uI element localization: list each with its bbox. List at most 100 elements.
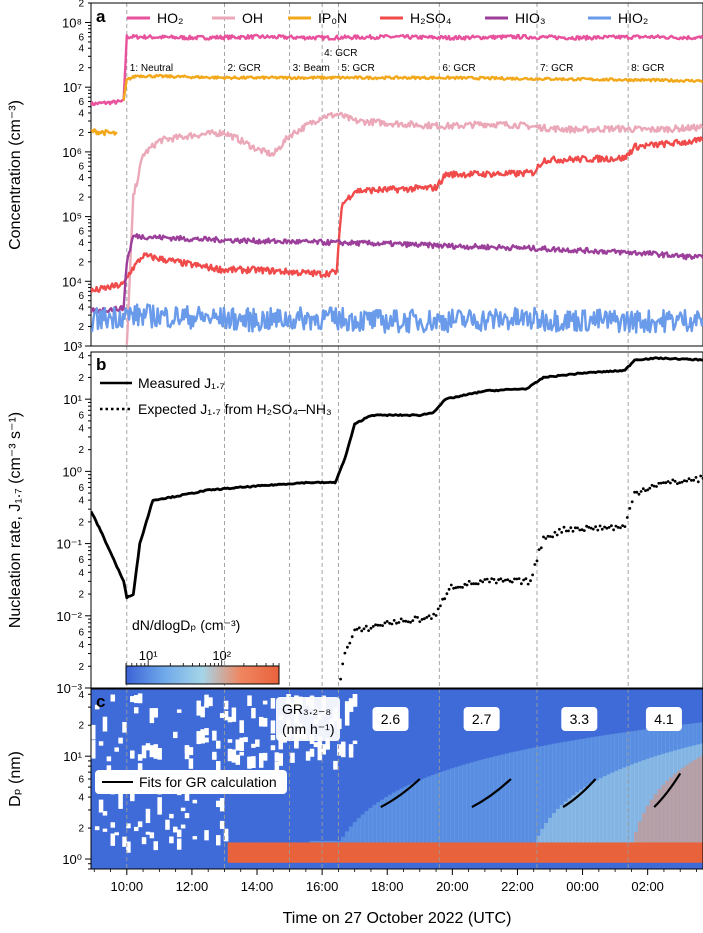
heatmap-red-band (477, 842, 483, 863)
heatmap-band (540, 745, 545, 843)
heatmap-gap (184, 813, 190, 819)
expected-point-56 (465, 583, 469, 587)
heatmap-band (430, 774, 436, 843)
panel-a-legend: HO₂ OH IP₀N H₂SO₄ HIO₃ HIO₂ (127, 10, 648, 26)
heatmap-band (551, 743, 557, 843)
heatmap-gap (102, 811, 108, 816)
panel-c-fits (380, 772, 682, 809)
panel-label-c: c (96, 692, 105, 711)
heatmap-red-band (282, 842, 287, 863)
heatmap-red-band (544, 842, 549, 863)
heatmap-red-band (313, 842, 319, 863)
heatmap-red-band (348, 842, 354, 863)
heatmap-red-band (270, 842, 276, 863)
heatmap-gap (348, 744, 354, 751)
colorbar-tick-label: 10² (212, 648, 231, 663)
expected-point-9 (357, 626, 361, 630)
expected-point-110 (587, 525, 591, 529)
heatmap-band-light (630, 764, 635, 843)
heatmap-band (368, 807, 373, 843)
expected-point-81 (522, 578, 525, 582)
expected-point-90 (542, 535, 545, 539)
heatmap-band (458, 765, 463, 843)
heatmap-band-light (563, 801, 569, 843)
heatmap-red-band (387, 842, 393, 863)
y-minor-label: 6 (78, 411, 84, 422)
heatmap-red-band (337, 842, 342, 863)
heatmap-band (567, 740, 573, 843)
expected-point-39 (427, 614, 431, 618)
heatmap-band (337, 840, 342, 843)
heatmap-gap (173, 826, 178, 833)
stage-label-5: 5: GCR (341, 63, 374, 74)
heatmap-red-band (505, 842, 510, 863)
heatmap-gap (153, 744, 159, 759)
heatmap-red-band (630, 842, 635, 863)
heatmap-red-band (501, 842, 506, 863)
heatmap-band-warm (669, 777, 674, 843)
y-minor-label: 2 (78, 590, 84, 601)
expected-point-83 (526, 582, 530, 586)
expected-point-74 (506, 578, 510, 581)
heatmap-gap (258, 716, 264, 727)
y-minor-label: 6 (78, 162, 84, 173)
expected-point-57 (467, 579, 471, 583)
expected-point-58 (470, 582, 473, 586)
panel-a-series (91, 33, 703, 345)
heatmap-gap (106, 756, 112, 762)
heatmap-gap (94, 704, 100, 710)
heatmap-red-band (383, 842, 389, 863)
heatmap-gap (130, 755, 135, 759)
heatmap-band (372, 804, 377, 843)
heatmap-band-light (657, 754, 662, 843)
y-minor-label: 2 (78, 517, 84, 528)
expected-point-18 (378, 623, 382, 627)
heatmap-red-band (450, 842, 455, 863)
expected-point-124 (619, 526, 622, 530)
heatmap-gap (204, 737, 209, 743)
y-tick-label: 10⁰ (62, 464, 82, 479)
heatmap-gap (352, 740, 358, 745)
heatmap-band-warm (665, 780, 670, 843)
heatmap-red-band (360, 842, 366, 863)
heatmap-gap (91, 724, 96, 740)
heatmap-gap (227, 748, 233, 762)
expected-point-145 (666, 480, 670, 483)
expected-point-129 (630, 500, 634, 504)
heatmap-red-band (251, 842, 256, 863)
y-minor-label: 2 (78, 721, 84, 732)
heatmap-red-band (368, 842, 373, 863)
stage-label-4: 4: GCR (324, 48, 357, 59)
expected-point-63 (481, 580, 485, 584)
heatmap-gap (126, 823, 131, 829)
heatmap-red-band (606, 842, 612, 863)
heatmap-band-warm (633, 832, 639, 843)
heatmap-band-warm (673, 773, 678, 843)
expected-point-142 (659, 481, 663, 485)
expected-point-76 (510, 580, 514, 584)
expected-point-70 (497, 578, 500, 582)
heatmap-band (575, 739, 580, 843)
series-line-0 (91, 33, 703, 107)
expected-point-12 (364, 624, 368, 628)
heatmap-band (528, 748, 534, 843)
heatmap-red-band (688, 842, 694, 863)
heatmap-gap (130, 790, 135, 802)
heatmap-gap (278, 742, 284, 750)
heatmap-gap (149, 708, 155, 724)
heatmap-gap (262, 700, 268, 705)
y-minor-label: 4 (78, 238, 84, 249)
heatmap-red-band (407, 842, 412, 863)
heatmap-red-band (520, 842, 526, 863)
heatmap-gap (122, 721, 127, 733)
heatmap-gap (137, 754, 143, 761)
expected-point-103 (571, 529, 575, 533)
heatmap-band (555, 743, 561, 843)
heatmap-gap (173, 731, 178, 739)
heatmap-band (309, 840, 315, 843)
expected-point-2 (341, 662, 345, 666)
heatmap-red-band (684, 842, 690, 863)
expected-point-4 (346, 645, 349, 649)
heatmap-red-band (508, 842, 514, 863)
heatmap-gap (278, 753, 284, 766)
